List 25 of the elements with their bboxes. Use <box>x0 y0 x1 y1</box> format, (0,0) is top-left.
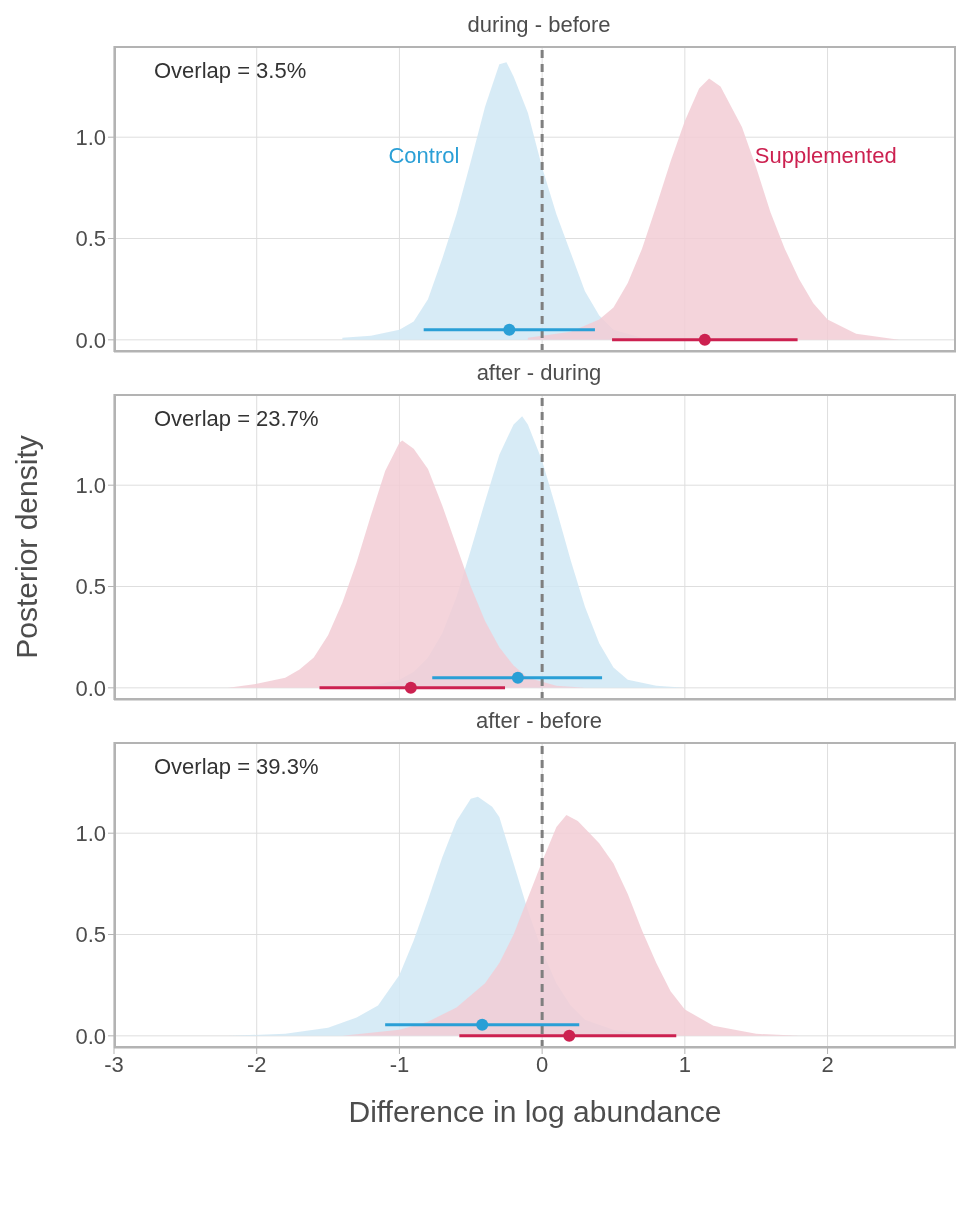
chart-title: after - during <box>475 359 603 387</box>
y-tick-label: 0.0 <box>75 1023 106 1049</box>
y-tick-label: 0.0 <box>75 327 106 353</box>
annotation: Overlap = 23.7% <box>154 406 319 432</box>
y-axis-title: Posterior density <box>9 435 43 659</box>
text: Supplemented <box>754 143 897 170</box>
x-tick-label: 0 <box>536 1051 549 1077</box>
x-tick-label: -3 <box>104 1051 124 1077</box>
x-axis-title: Difference in log abundance <box>348 1095 722 1128</box>
y-tick-label: 0.5 <box>75 922 106 948</box>
y-tick-label: 0.0 <box>75 675 106 701</box>
chart-title: after - before <box>475 707 603 735</box>
x-tick-label: 2 <box>821 1051 834 1077</box>
y-tick-label: 1.0 <box>75 125 106 150</box>
chart-title: during - before <box>466 11 612 39</box>
y-tick-label: 1.0 <box>75 473 106 498</box>
x-tick-label: -1 <box>389 1051 410 1077</box>
y-tick-label: 1.0 <box>75 821 106 846</box>
y-tick-label: 0.5 <box>75 574 106 600</box>
annotation: Overlap = 3.5% <box>154 58 307 84</box>
text: Control <box>388 143 460 170</box>
annotation: Overlap = 39.3% <box>154 754 319 780</box>
x-tick-label: -2 <box>246 1051 267 1077</box>
y-tick-label: 0.5 <box>75 226 106 252</box>
x-tick-label: 1 <box>678 1051 691 1077</box>
